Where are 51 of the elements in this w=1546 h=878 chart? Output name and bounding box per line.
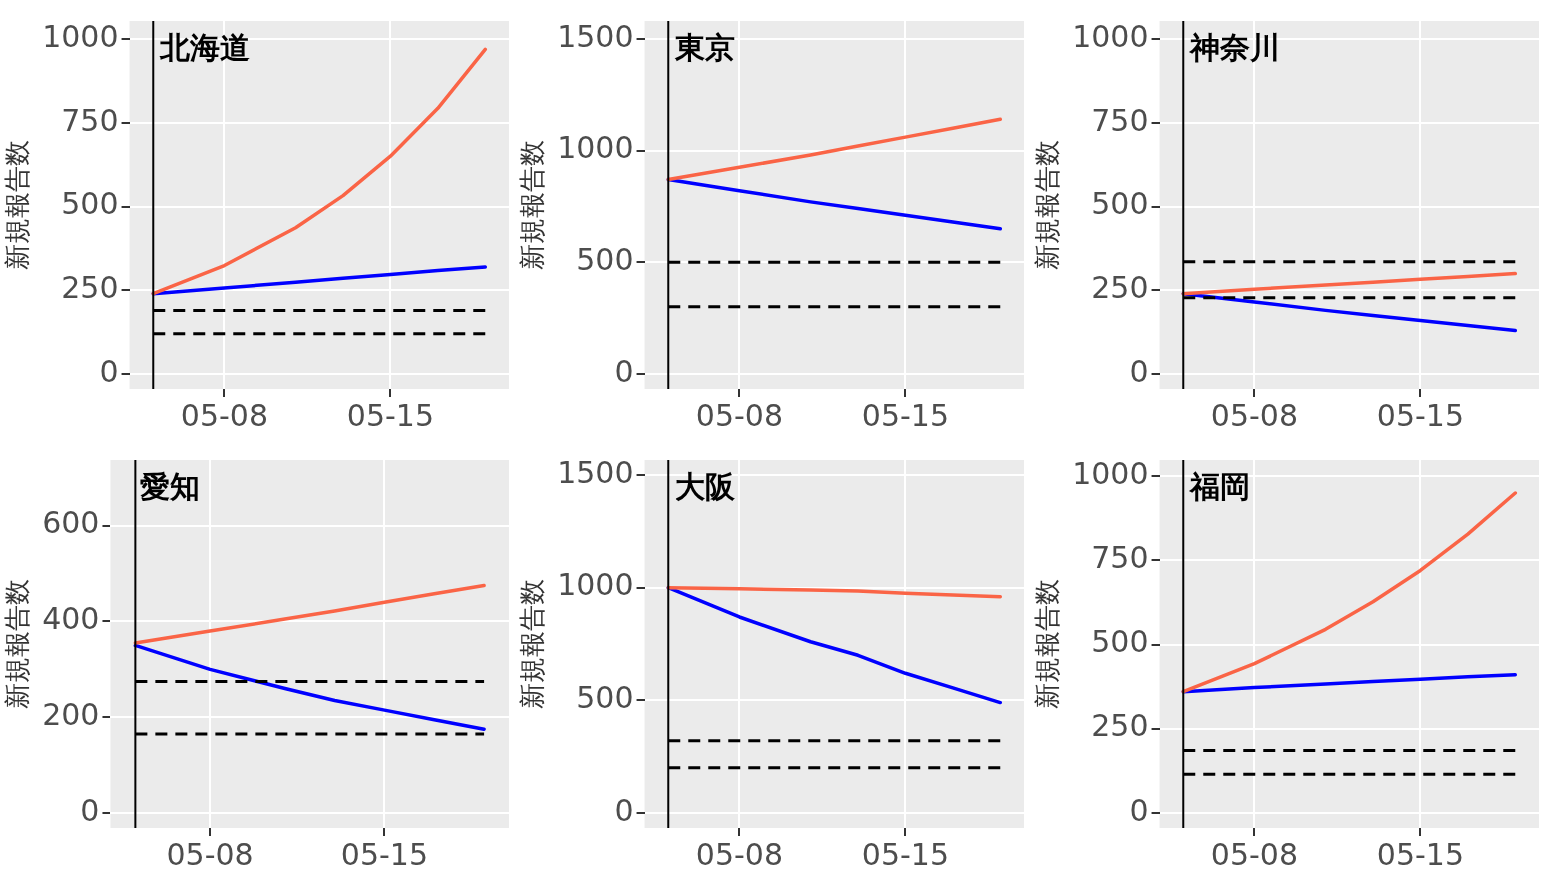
y-tick-label: 1000: [557, 567, 634, 603]
y-tick-label: 750: [61, 102, 119, 138]
x-tick-label: 05-08: [1210, 836, 1298, 872]
y-tick-label: 0: [99, 353, 119, 389]
x-tick-label: 05-15: [1376, 397, 1465, 433]
y-axis-title: 新規報告数: [1032, 579, 1063, 709]
y-tick-label: 500: [61, 186, 119, 222]
x-tick-label: 05-15: [861, 836, 950, 872]
y-tick-label: 400: [42, 601, 100, 637]
x-tick-label: 05-08: [695, 397, 783, 433]
y-tick-label: 250: [1091, 708, 1149, 744]
y-tick-label: 1500: [557, 18, 634, 54]
y-tick-label: 600: [42, 505, 100, 541]
y-tick-label: 1000: [557, 130, 634, 166]
y-tick-label: 500: [576, 241, 634, 277]
y-tick-label: 0: [1129, 353, 1149, 389]
x-tick-label: 05-15: [861, 397, 950, 433]
y-tick-label: 1000: [1072, 455, 1149, 491]
chart-title: 愛知: [140, 468, 201, 504]
y-axis-title: 新規報告数: [517, 579, 548, 709]
x-tick-label: 05-15: [346, 397, 435, 433]
chart-title: 北海道: [158, 29, 250, 65]
y-tick-label: 1000: [42, 19, 119, 55]
x-tick-label: 05-15: [1376, 836, 1465, 872]
chart-title: 福岡: [1187, 468, 1250, 504]
chart-title: 大阪: [674, 468, 736, 504]
x-tick-label: 05-08: [180, 397, 268, 433]
y-tick-label: 1500: [557, 454, 634, 490]
chart-title: 神奈川: [1187, 29, 1280, 65]
y-axis-title: 新規報告数: [2, 140, 33, 270]
x-tick-label: 05-08: [166, 836, 254, 872]
x-tick-label: 05-15: [340, 836, 429, 872]
y-tick-label: 750: [1091, 102, 1149, 138]
x-tick-label: 05-08: [1210, 397, 1298, 433]
y-tick-label: 500: [1091, 624, 1149, 660]
y-tick-label: 0: [614, 353, 634, 389]
y-tick-label: 0: [614, 792, 634, 828]
y-tick-label: 1000: [1072, 19, 1149, 55]
x-tick-label: 05-08: [695, 836, 783, 872]
y-axis-title: 新規報告数: [1032, 140, 1063, 270]
y-tick-label: 0: [1129, 792, 1149, 828]
y-tick-label: 250: [61, 270, 119, 306]
y-tick-label: 0: [80, 792, 100, 828]
y-axis-title: 新規報告数: [517, 140, 548, 270]
y-tick-label: 250: [1091, 270, 1149, 306]
y-axis-title: 新規報告数: [2, 579, 33, 709]
y-tick-label: 200: [42, 697, 100, 733]
y-tick-label: 500: [1091, 186, 1149, 222]
y-tick-label: 500: [576, 680, 634, 716]
y-tick-label: 750: [1091, 540, 1149, 576]
chart-title: 東京: [673, 29, 735, 65]
